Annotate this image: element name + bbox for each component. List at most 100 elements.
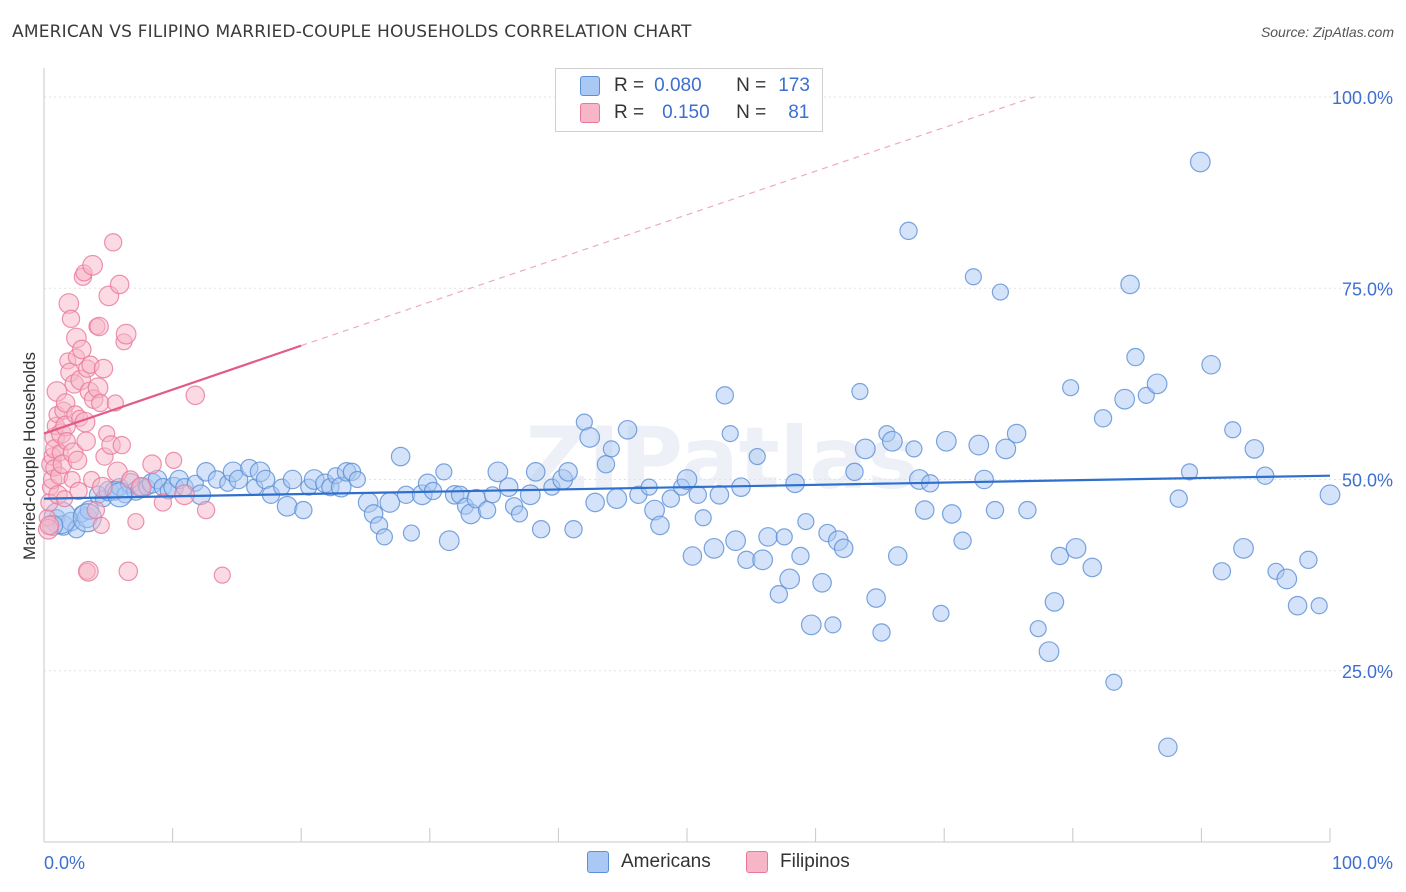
data-point — [1212, 562, 1232, 581]
data-point — [851, 382, 869, 401]
data-point — [845, 462, 864, 482]
data-point — [785, 473, 805, 494]
data-point — [1062, 379, 1080, 397]
data-point — [142, 454, 162, 474]
n-value: 173 — [778, 75, 810, 96]
series-filipinos — [37, 233, 231, 584]
data-point — [282, 469, 303, 490]
data-point — [213, 566, 231, 584]
data-point — [941, 504, 962, 524]
data-point — [76, 431, 96, 452]
data-point — [1038, 641, 1060, 663]
data-point — [153, 493, 173, 512]
data-point — [531, 520, 551, 539]
data-point — [348, 470, 366, 489]
data-point — [82, 254, 104, 276]
n-label: N = — [736, 102, 767, 123]
data-point — [1018, 500, 1037, 520]
filipinos-swatch — [580, 103, 600, 123]
y-axis-label: Married-couple Households — [20, 352, 39, 560]
legend-americans[interactable]: Americans — [587, 851, 711, 873]
data-point — [964, 268, 982, 286]
data-point — [1276, 568, 1298, 590]
data-point — [228, 469, 249, 490]
data-point — [130, 476, 152, 498]
y-tick-label: 75.0% — [1342, 279, 1393, 299]
gridlines — [44, 96, 1392, 672]
data-point — [606, 488, 628, 510]
data-point — [725, 530, 747, 552]
data-point — [165, 451, 183, 469]
data-point — [1093, 409, 1113, 428]
data-point — [1082, 557, 1103, 578]
data-point — [758, 527, 778, 547]
data-point — [797, 512, 815, 531]
data-point — [866, 588, 886, 608]
data-point — [39, 515, 60, 536]
data-point — [1158, 737, 1178, 758]
data-point — [800, 614, 822, 636]
data-point — [881, 430, 903, 452]
data-point — [953, 531, 972, 550]
n-label: N = — [736, 75, 767, 96]
data-point — [477, 500, 497, 520]
trendline-americans — [43, 474, 1331, 500]
data-point — [61, 309, 81, 329]
data-point — [1029, 620, 1047, 638]
data-point — [69, 481, 88, 501]
data-point — [435, 463, 453, 481]
data-point — [103, 233, 123, 252]
data-point — [1310, 597, 1328, 615]
data-point — [775, 528, 793, 546]
data-point — [525, 462, 546, 482]
data-point — [812, 572, 832, 593]
data-point — [558, 462, 578, 482]
data-point — [932, 604, 950, 622]
data-point — [72, 339, 92, 360]
legend-filipinos[interactable]: Filipinos — [746, 851, 850, 873]
data-point — [1180, 463, 1199, 481]
legend-row-filipinos: R = 0.150 N = 81 — [580, 100, 809, 126]
data-point — [1050, 546, 1070, 566]
data-point — [438, 530, 460, 552]
data-point — [914, 500, 935, 520]
data-point — [899, 221, 918, 241]
data-point — [709, 484, 730, 505]
r-label: R = — [614, 102, 645, 123]
series-americans — [42, 151, 1341, 758]
data-point — [390, 446, 411, 467]
y-tick-label: 50.0% — [1342, 471, 1393, 491]
data-point — [617, 419, 638, 440]
data-point — [1105, 673, 1123, 691]
data-point — [1169, 489, 1188, 508]
data-point — [650, 515, 670, 536]
data-point — [1044, 592, 1065, 612]
data-point — [1114, 388, 1136, 410]
data-point — [487, 461, 509, 483]
data-point — [721, 425, 739, 443]
data-point — [91, 476, 113, 498]
source-credit: Source: ZipAtlas.com — [1260, 24, 1394, 40]
americans-legend-label: Americans — [621, 851, 711, 872]
data-point — [1244, 439, 1265, 459]
data-point — [715, 386, 735, 405]
data-point — [276, 495, 298, 517]
data-point — [1233, 537, 1254, 559]
data-point — [67, 450, 88, 471]
data-point — [596, 455, 616, 474]
data-point — [92, 516, 110, 535]
data-point — [174, 484, 195, 506]
data-point — [854, 438, 876, 460]
data-point — [676, 469, 698, 490]
data-point — [1319, 484, 1341, 506]
data-point — [93, 358, 114, 379]
data-point — [115, 323, 137, 345]
data-point — [968, 434, 990, 456]
data-point — [510, 505, 529, 523]
data-point — [1299, 550, 1318, 570]
data-point — [109, 274, 130, 295]
r-label: R = — [614, 75, 645, 96]
r-value: 0.080 — [654, 75, 702, 96]
data-point — [791, 546, 810, 566]
filipinos-legend-label: Filipinos — [780, 851, 850, 872]
